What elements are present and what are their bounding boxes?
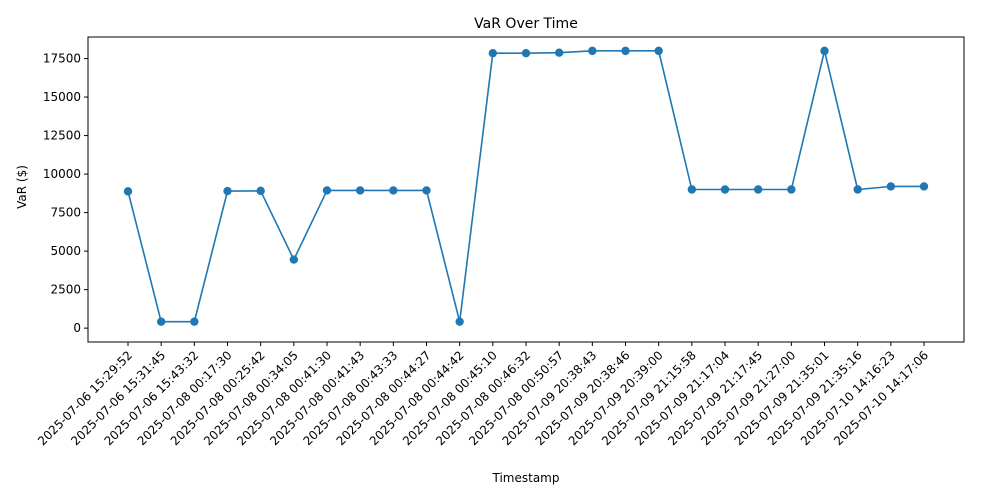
- var-data-point: [355, 186, 365, 195]
- var-data-point: [554, 48, 564, 57]
- y-axis-label: VaR ($): [15, 165, 29, 209]
- var-data-point: [521, 48, 531, 58]
- x-axis-label: Timestamp: [492, 471, 560, 485]
- y-axis: 0 2500 5000 7500 10000 12500 15000 17500: [43, 52, 88, 335]
- y-tick-label: 5000: [50, 244, 81, 258]
- var-data-point: [422, 186, 431, 195]
- var-data-point: [256, 186, 265, 196]
- var-data-point: [820, 46, 829, 56]
- y-tick-label: 15000: [43, 90, 81, 104]
- var-data-point: [687, 185, 697, 194]
- var-data-point: [753, 185, 763, 194]
- var-data-point: [720, 185, 730, 194]
- y-tick-label: 17500: [43, 52, 81, 66]
- var-data-point: [588, 46, 597, 56]
- var-data-point: [322, 186, 332, 195]
- chart-title: VaR Over Time: [474, 16, 578, 32]
- var-data-point: [455, 317, 464, 326]
- y-tick-label: 10000: [43, 167, 81, 181]
- var-data-point: [886, 182, 896, 191]
- var-data-point: [156, 317, 166, 326]
- var-data-point: [190, 317, 199, 326]
- var-data-point: [919, 182, 929, 191]
- plot-area: [123, 46, 929, 326]
- y-tick-label: 12500: [43, 129, 81, 143]
- var-data-point: [787, 185, 796, 194]
- var-data-point: [488, 48, 498, 58]
- y-tick-label: 0: [73, 321, 81, 335]
- var-data-point: [223, 186, 232, 196]
- var-data-point: [621, 46, 630, 56]
- y-tick-label: 2500: [50, 283, 81, 297]
- plot-frame: [87, 36, 965, 343]
- var-data-point: [389, 186, 398, 195]
- var-data-point: [123, 187, 133, 196]
- var-data-point: [853, 185, 862, 194]
- var-data-point: [654, 46, 663, 56]
- var-data-point: [289, 255, 299, 264]
- y-tick-label: 7500: [50, 206, 81, 220]
